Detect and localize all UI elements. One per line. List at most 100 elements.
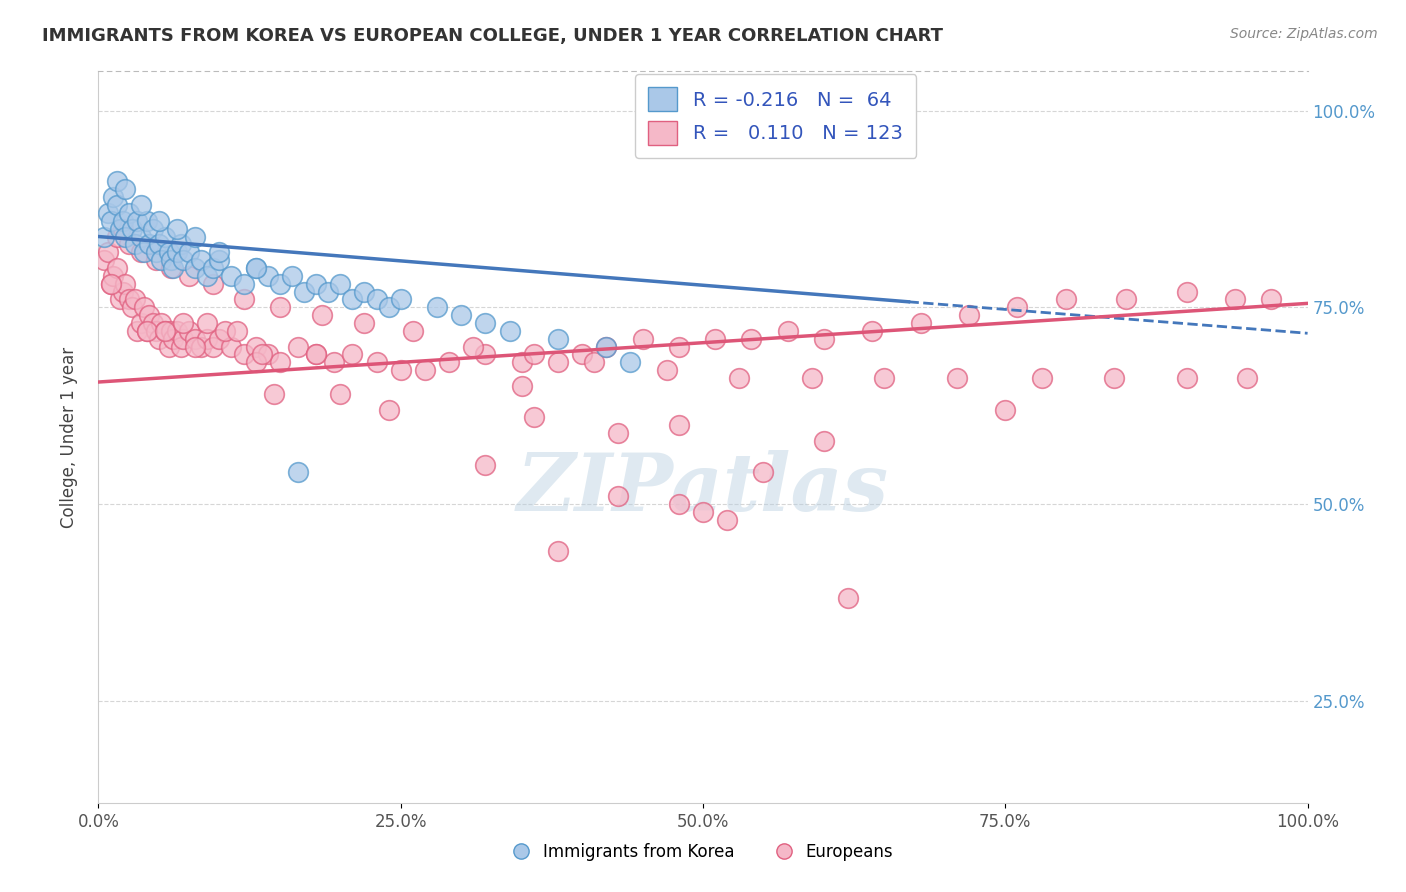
Point xyxy=(208,245,231,260)
Point xyxy=(138,308,160,322)
Point xyxy=(148,214,170,228)
Point xyxy=(389,363,412,377)
Point xyxy=(214,324,236,338)
Point xyxy=(353,316,375,330)
Point xyxy=(607,489,630,503)
Point xyxy=(776,324,799,338)
Point xyxy=(728,371,751,385)
Text: ZIPatlas: ZIPatlas xyxy=(517,450,889,527)
Point xyxy=(208,253,231,268)
Text: IMMIGRANTS FROM KOREA VS EUROPEAN COLLEGE, UNDER 1 YEAR CORRELATION CHART: IMMIGRANTS FROM KOREA VS EUROPEAN COLLEG… xyxy=(42,27,943,45)
Point xyxy=(93,253,115,268)
Point xyxy=(100,277,122,291)
Point xyxy=(474,458,496,472)
Point xyxy=(668,418,690,433)
Point xyxy=(256,347,278,361)
Point xyxy=(134,301,156,315)
Point xyxy=(437,355,460,369)
Point xyxy=(655,363,678,377)
Point xyxy=(1175,285,1198,299)
Point xyxy=(1223,293,1246,307)
Point xyxy=(342,293,364,307)
Point xyxy=(316,285,339,299)
Point xyxy=(105,260,128,275)
Point xyxy=(135,324,157,338)
Point xyxy=(145,253,167,268)
Point xyxy=(269,277,291,291)
Point xyxy=(121,221,143,235)
Point xyxy=(250,347,273,361)
Point xyxy=(111,214,134,228)
Point xyxy=(668,340,690,354)
Point xyxy=(619,355,641,369)
Point xyxy=(752,466,775,480)
Point xyxy=(105,229,128,244)
Point xyxy=(292,285,315,299)
Point xyxy=(269,355,291,369)
Point xyxy=(311,308,333,322)
Point xyxy=(153,229,176,244)
Point xyxy=(366,355,388,369)
Point xyxy=(134,245,156,260)
Point xyxy=(221,340,243,354)
Point xyxy=(860,324,883,338)
Point xyxy=(129,229,152,244)
Point xyxy=(287,340,309,354)
Point xyxy=(498,324,520,338)
Point xyxy=(179,245,201,260)
Point xyxy=(873,371,896,385)
Point xyxy=(184,229,207,244)
Point xyxy=(160,253,183,268)
Point xyxy=(105,198,128,212)
Point xyxy=(148,332,170,346)
Point xyxy=(510,379,533,393)
Point xyxy=(256,268,278,283)
Point xyxy=(195,316,218,330)
Point xyxy=(101,268,124,283)
Point xyxy=(160,324,183,338)
Point xyxy=(269,301,291,315)
Point xyxy=(232,347,254,361)
Point xyxy=(160,260,183,275)
Point xyxy=(305,347,328,361)
Point xyxy=(1054,293,1077,307)
Point xyxy=(1115,293,1137,307)
Point xyxy=(547,332,569,346)
Point xyxy=(184,260,207,275)
Point xyxy=(1175,371,1198,385)
Point xyxy=(172,253,194,268)
Point xyxy=(172,316,194,330)
Point xyxy=(704,332,727,346)
Point xyxy=(245,355,267,369)
Point xyxy=(323,355,346,369)
Point xyxy=(100,214,122,228)
Point xyxy=(127,214,149,228)
Point xyxy=(607,426,630,441)
Point xyxy=(142,221,165,235)
Point xyxy=(595,340,617,354)
Point xyxy=(169,237,191,252)
Point xyxy=(523,347,546,361)
Point xyxy=(413,363,436,377)
Point xyxy=(668,497,690,511)
Point xyxy=(129,245,152,260)
Point xyxy=(463,340,485,354)
Point xyxy=(305,277,328,291)
Point xyxy=(813,332,835,346)
Point xyxy=(111,285,134,299)
Point xyxy=(377,301,399,315)
Point xyxy=(263,387,285,401)
Point xyxy=(510,355,533,369)
Point xyxy=(114,182,136,196)
Point xyxy=(245,340,267,354)
Point xyxy=(184,340,207,354)
Point xyxy=(127,324,149,338)
Point xyxy=(138,237,160,252)
Point xyxy=(305,347,328,361)
Point xyxy=(162,260,184,275)
Point xyxy=(583,355,606,369)
Point xyxy=(190,253,212,268)
Point xyxy=(166,324,188,338)
Point xyxy=(221,268,243,283)
Point xyxy=(148,237,170,252)
